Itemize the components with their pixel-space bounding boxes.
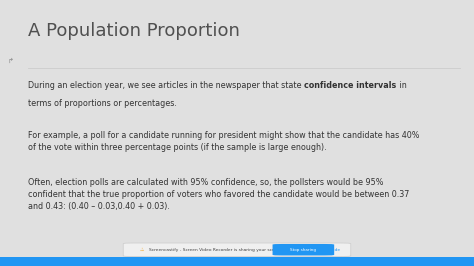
Text: ↱: ↱ [7,58,13,64]
Text: Stop sharing: Stop sharing [291,248,316,252]
Text: A Population Proportion: A Population Proportion [28,22,240,40]
Text: Screencastify - Screen Video Recorder is sharing your screen.: Screencastify - Screen Video Recorder is… [149,248,283,252]
Text: Often, election polls are calculated with 95% confidence, so, the pollsters woul: Often, election polls are calculated wit… [28,178,410,210]
Text: terms of proportions or percentages.: terms of proportions or percentages. [28,99,177,108]
Text: Hide: Hide [331,248,341,252]
Text: in: in [397,81,406,90]
FancyBboxPatch shape [0,257,474,266]
FancyBboxPatch shape [273,244,334,255]
Text: ⚠: ⚠ [140,247,144,252]
Text: During an election year, we see articles in the newspaper that state: During an election year, we see articles… [28,81,304,90]
Text: confidence intervals: confidence intervals [304,81,397,90]
Text: For example, a poll for a candidate running for president might show that the ca: For example, a poll for a candidate runn… [28,131,420,152]
FancyBboxPatch shape [123,243,351,256]
